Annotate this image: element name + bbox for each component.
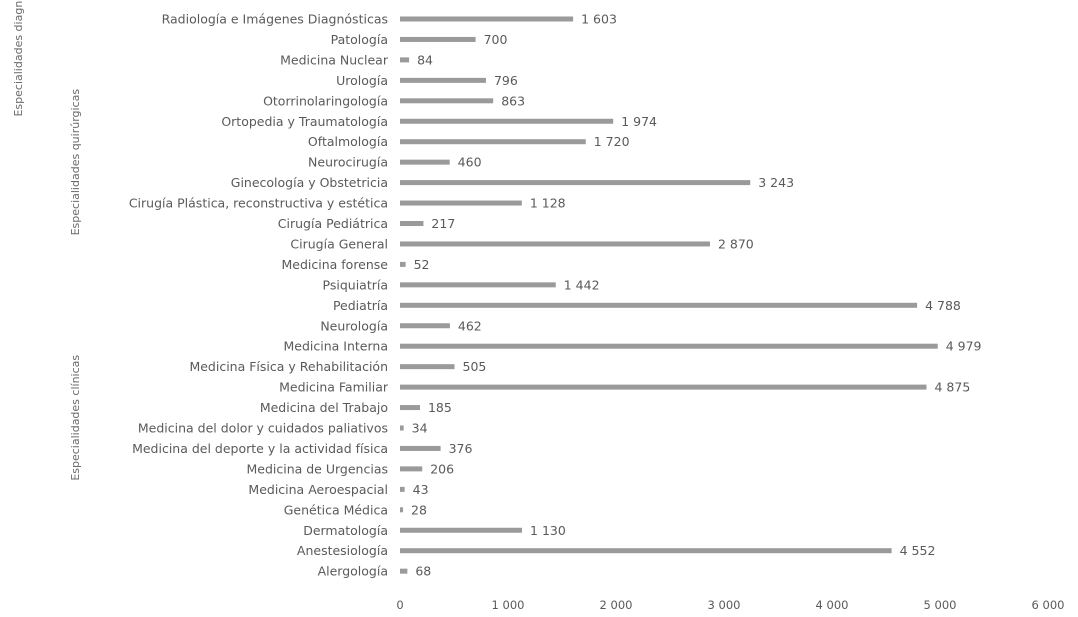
category-label: Ginecología y Obstetricia	[231, 175, 388, 190]
category-label: Ortopedia y Traumatología	[221, 114, 388, 129]
category-label: Pediatría	[333, 298, 388, 313]
category-label: Genética Médica	[284, 502, 388, 517]
category-label: Urología	[336, 73, 388, 88]
bar	[400, 384, 927, 390]
category-label: Medicina Física y Rehabilitación	[189, 359, 388, 374]
value-label: 505	[463, 359, 487, 374]
category-label: Medicina Nuclear	[280, 52, 389, 67]
value-label: 28	[411, 502, 427, 517]
value-label: 863	[501, 93, 525, 108]
bar	[400, 445, 441, 451]
bar	[400, 302, 918, 308]
category-label: Medicina del deporte y la actividad físi…	[132, 441, 388, 456]
bar	[400, 98, 494, 104]
bar	[400, 323, 450, 329]
x-tick-label: 5 000	[924, 598, 957, 612]
x-tick-label: 1 000	[492, 598, 525, 612]
category-label: Medicina del Trabajo	[260, 400, 388, 415]
value-label: 68	[415, 564, 431, 579]
bar	[400, 486, 405, 492]
bar	[400, 241, 710, 247]
value-label: 376	[449, 441, 473, 456]
value-label: 460	[458, 155, 482, 170]
x-tick-label: 0	[396, 598, 403, 612]
value-label: 2 870	[718, 236, 754, 251]
value-label: 796	[494, 73, 518, 88]
bar	[400, 343, 938, 349]
group-label: Especialidades quirúrgicas	[69, 89, 82, 236]
value-label: 84	[417, 52, 433, 67]
bar	[400, 527, 523, 533]
bar	[400, 57, 410, 63]
category-label: Dermatología	[303, 523, 388, 538]
bar	[400, 36, 476, 42]
value-label: 1 128	[530, 196, 566, 211]
bar	[400, 405, 420, 411]
category-label: Patología	[331, 32, 388, 47]
bar	[400, 16, 574, 22]
bar	[400, 568, 408, 574]
bar	[400, 77, 486, 83]
category-label: Alergología	[318, 564, 388, 579]
value-label: 1 442	[564, 277, 600, 292]
bar	[400, 548, 892, 554]
value-label: 462	[458, 318, 482, 333]
bar	[400, 118, 614, 124]
value-label: 34	[412, 421, 428, 436]
value-label: 52	[414, 257, 430, 272]
bar	[400, 507, 404, 513]
category-label: Oftalmología	[308, 134, 388, 149]
bar	[400, 425, 404, 431]
bar	[400, 180, 751, 186]
category-label: Neurología	[320, 318, 388, 333]
category-label: Cirugía Plástica, reconstructiva y estét…	[129, 196, 388, 211]
category-label: Medicina forense	[281, 257, 388, 272]
category-label: Medicina Familiar	[279, 380, 389, 395]
value-label: 1 130	[530, 523, 566, 538]
x-tick-label: 3 000	[708, 598, 741, 612]
value-label: 700	[484, 32, 508, 47]
value-label: 1 720	[594, 134, 630, 149]
value-label: 3 243	[758, 175, 794, 190]
category-label: Anestesiología	[297, 543, 388, 558]
value-label: 185	[428, 400, 452, 415]
group-label: Especialidades clínicas	[69, 355, 82, 481]
bar	[400, 221, 424, 226]
category-label: Medicina Interna	[284, 339, 389, 354]
x-tick-label: 6 000	[1032, 598, 1065, 612]
bar	[400, 261, 406, 267]
category-label: Medicina de Urgencias	[246, 461, 388, 476]
value-label: 4 875	[935, 380, 971, 395]
bar	[400, 139, 586, 145]
category-label: Neurocirugía	[308, 155, 388, 170]
category-label: Cirugía Pediátrica	[278, 216, 388, 231]
category-label: Otorrinolaringología	[263, 93, 388, 108]
category-label: Cirugía General	[290, 236, 388, 251]
x-tick-label: 4 000	[816, 598, 849, 612]
x-tick-label: 2 000	[600, 598, 633, 612]
value-label: 217	[431, 216, 455, 231]
value-label: 4 979	[946, 339, 982, 354]
value-label: 4 788	[925, 298, 961, 313]
category-label: Medicina Aeroespacial	[248, 482, 388, 497]
bar	[400, 159, 450, 165]
category-label: Psiquiatría	[323, 277, 388, 292]
category-label: Medicina del dolor y cuidados paliativos	[138, 421, 388, 436]
group-label: Especialidades diagnósticas	[12, 0, 25, 117]
value-label: 206	[430, 461, 454, 476]
bar	[400, 364, 455, 370]
value-label: 1 603	[581, 12, 617, 27]
category-label: Radiología e Imágenes Diagnósticas	[162, 12, 388, 27]
value-label: 43	[413, 482, 429, 497]
value-label: 4 552	[900, 543, 936, 558]
bar	[400, 200, 522, 206]
value-label: 1 974	[621, 114, 657, 129]
bar	[400, 466, 423, 472]
bar	[400, 282, 556, 288]
